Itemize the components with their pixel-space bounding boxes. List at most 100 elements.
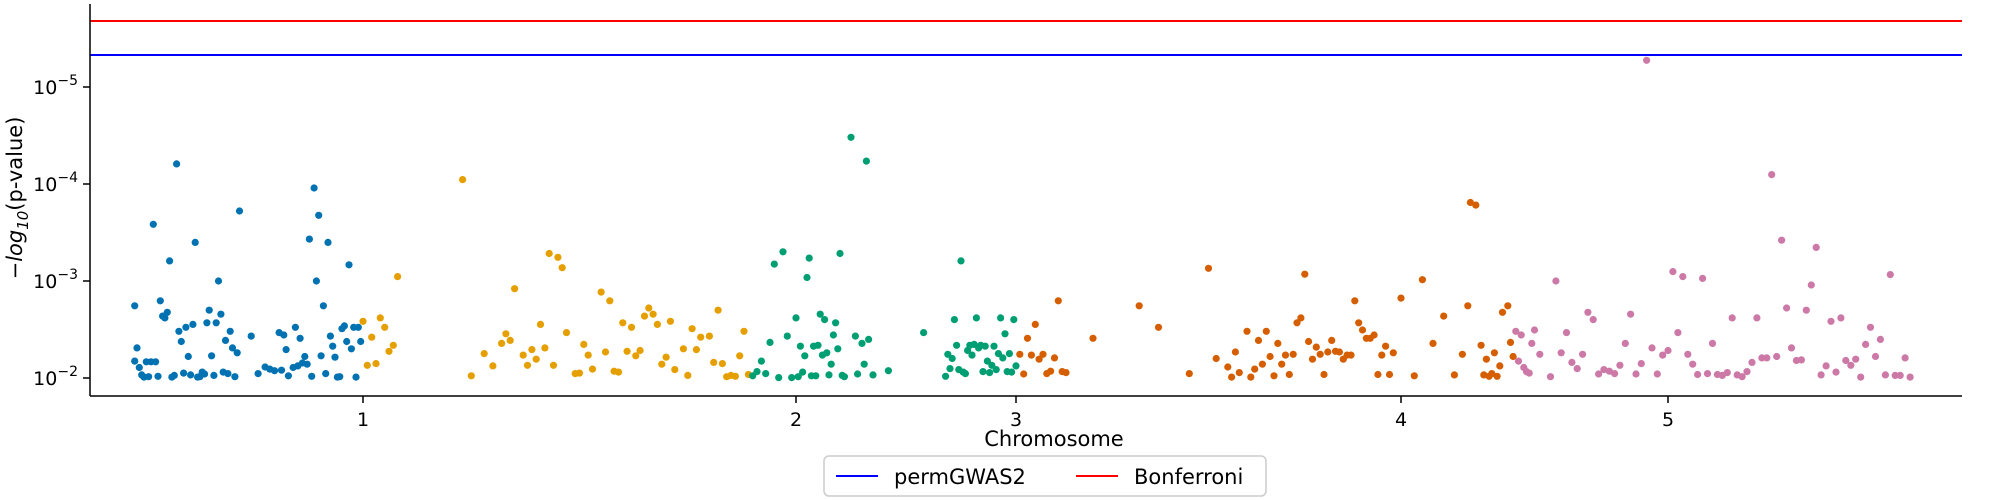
data-point [623, 347, 631, 355]
data-point [1039, 350, 1047, 358]
data-point [340, 322, 348, 330]
data-point [1600, 366, 1608, 374]
data-point [1496, 362, 1504, 370]
data-point [133, 344, 141, 352]
data-point [1525, 369, 1533, 377]
data-point [1054, 297, 1062, 305]
x-tick-label: 4 [1395, 409, 1407, 431]
data-point [231, 373, 239, 381]
legend-label-permgwas2: permGWAS2 [894, 465, 1026, 489]
data-point [1506, 338, 1515, 346]
data-point [1472, 201, 1480, 209]
data-point [1684, 350, 1692, 358]
data-point [1528, 339, 1536, 347]
data-point [1643, 56, 1651, 64]
data-point [1335, 348, 1343, 356]
data-point [1247, 373, 1255, 381]
data-point [489, 362, 497, 370]
data-point [1512, 327, 1520, 335]
data-point [203, 319, 211, 327]
data-point [372, 360, 380, 368]
data-point [224, 370, 232, 378]
x-tick-label: 1 [357, 409, 369, 431]
data-point [1827, 317, 1835, 325]
data-point [549, 361, 558, 369]
data-point [301, 352, 309, 361]
data-point [1493, 372, 1501, 380]
data-point [182, 323, 190, 331]
data-point [1305, 337, 1313, 346]
data-point [1312, 343, 1320, 351]
data-point [1324, 348, 1332, 356]
data-point [957, 257, 965, 265]
data-point [363, 361, 371, 369]
data-point [1385, 370, 1394, 379]
data-point [308, 372, 316, 380]
data-point [1001, 330, 1009, 338]
data-point [1812, 243, 1820, 251]
data-point [528, 346, 536, 354]
data-point [825, 371, 833, 379]
data-point [214, 277, 223, 285]
x-tick-label: 5 [1662, 409, 1674, 431]
data-point [1320, 370, 1328, 379]
data-point [736, 352, 744, 360]
data-point [1285, 370, 1293, 379]
data-point [368, 333, 376, 341]
data-point [1498, 308, 1507, 316]
data-point [1862, 340, 1870, 348]
data-point [714, 306, 722, 314]
data-point [1008, 368, 1016, 376]
data-point [1458, 350, 1466, 358]
data-point [1763, 354, 1771, 362]
data-point [233, 349, 241, 357]
data-point [1418, 276, 1426, 284]
data-point [502, 330, 510, 338]
data-point [1301, 270, 1309, 278]
data-point [762, 370, 770, 378]
data-point [705, 332, 714, 340]
data-point [1689, 360, 1697, 368]
data-point [322, 370, 330, 378]
data-point [545, 249, 553, 258]
data-point [131, 357, 139, 365]
data-point [862, 157, 871, 165]
data-point [1573, 365, 1581, 373]
data-point [794, 373, 802, 381]
data-point [1871, 352, 1880, 361]
data-point [1653, 370, 1661, 378]
data-point [1589, 316, 1597, 324]
data-point [645, 304, 653, 312]
data-point [1135, 302, 1143, 310]
data-point [1802, 306, 1810, 314]
data-point [1389, 349, 1397, 357]
data-point [619, 319, 627, 327]
data-point [1787, 344, 1796, 352]
data-point [1450, 371, 1458, 379]
data-point [632, 352, 640, 360]
data-point [920, 329, 928, 337]
data-point [1679, 273, 1687, 281]
data-point [1876, 335, 1884, 343]
data-point [536, 320, 545, 328]
data-point [1477, 341, 1485, 349]
data-point [163, 308, 171, 316]
data-point [775, 374, 783, 382]
plot-area [90, 20, 1962, 382]
data-point [840, 373, 849, 381]
x-tick-label: 3 [1010, 409, 1022, 431]
data-point [152, 358, 160, 366]
data-point [324, 238, 332, 246]
data-point [832, 319, 840, 327]
data-point [1546, 373, 1555, 381]
data-point [1464, 302, 1472, 310]
data-point [803, 273, 811, 282]
data-point [331, 353, 339, 361]
data-point [352, 373, 360, 381]
data-point [1316, 350, 1324, 358]
data-point [972, 314, 981, 322]
data-point [1832, 368, 1840, 376]
data-point [480, 350, 488, 358]
data-point [1440, 312, 1448, 320]
data-point [312, 277, 320, 285]
